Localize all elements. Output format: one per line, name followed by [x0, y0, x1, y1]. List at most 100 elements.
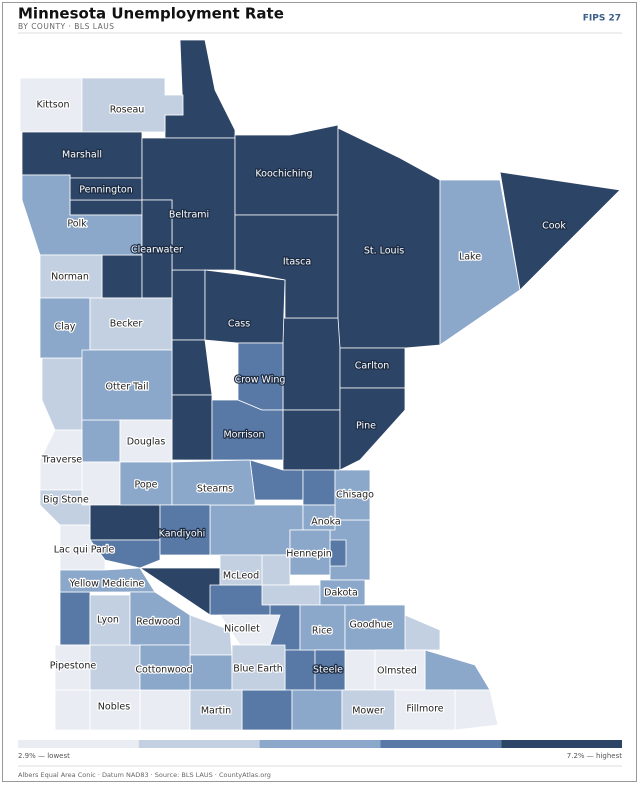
county-label: Stearns: [197, 484, 233, 495]
county-label: Kandiyohi: [159, 529, 206, 540]
county-label: Anoka: [311, 517, 341, 528]
county-shape: [39, 489, 91, 526]
county-shape: [139, 689, 191, 731]
county-shape: [89, 504, 161, 541]
county-label: Pennington: [79, 185, 133, 196]
county-label: Nobles: [98, 702, 130, 713]
county-shape: [69, 199, 143, 216]
county-shape: [394, 689, 456, 731]
county-shape: [59, 567, 156, 593]
county-shape: [171, 394, 213, 461]
county-shape: [337, 127, 441, 349]
legend-max: 7.2% — highest: [567, 752, 622, 760]
county-label: Lac qui Parle: [54, 545, 115, 556]
county-shape: [302, 504, 336, 531]
county-label: Otter Tail: [105, 382, 148, 393]
county-label: Cook: [542, 221, 566, 232]
county-shape: [289, 529, 331, 576]
county-label: Big Stone: [43, 495, 89, 506]
county-shape: [54, 689, 91, 731]
county-shape: [89, 644, 141, 691]
county-shape: [284, 649, 316, 691]
county-label: St. Louis: [364, 246, 404, 257]
county-shape: [59, 591, 91, 646]
county-label: Chisago: [336, 490, 374, 501]
county-label: Beltrami: [169, 210, 209, 221]
county-label: Lyon: [97, 615, 119, 626]
county-label: Roseau: [110, 105, 145, 116]
county-shape: [171, 459, 256, 506]
badge: FIPS 27: [583, 14, 621, 24]
county-label: Redwood: [136, 617, 179, 628]
county-label: Pipestone: [50, 661, 97, 672]
legend-min: 2.9% — lowest: [18, 752, 70, 760]
county-shape: [291, 689, 343, 731]
county-shape: [101, 254, 143, 299]
county-label: Pope: [134, 480, 157, 491]
county-label: Kittson: [36, 100, 69, 111]
county-shape: [171, 339, 213, 396]
county-label: Dakota: [324, 588, 358, 599]
county-labels: Kittson Roseau Marshall Pennington Polk Beltr…: [35, 98, 567, 718]
county-shape: [204, 269, 286, 344]
county-shape: [302, 469, 336, 506]
footer: Albers Equal Area Conic · Datum NAD83 · …: [18, 771, 271, 779]
county-label: Morrison: [223, 430, 264, 441]
county-shape: [129, 591, 191, 646]
county-label: Clay: [55, 322, 76, 333]
county-label: Norman: [51, 272, 89, 283]
county-shape: [241, 689, 293, 731]
legend: [18, 740, 622, 748]
county-label: Rice: [312, 626, 332, 637]
county-label: Itasca: [283, 257, 311, 268]
county-label: Martin: [201, 706, 231, 717]
county-shape: [261, 584, 321, 606]
county-shape: [209, 504, 304, 556]
county-label: Douglas: [127, 437, 166, 448]
county-shape: [89, 689, 141, 731]
county-shape: [81, 419, 121, 463]
county-label: Marshall: [62, 150, 102, 161]
legend-swatch: [18, 740, 139, 748]
county-shape: [261, 554, 291, 586]
county-label: Crow Wing: [235, 375, 286, 386]
county-shape: [334, 469, 371, 521]
county-label: Steele: [313, 665, 343, 676]
county-shape: [499, 171, 621, 291]
legend-swatch: [138, 740, 260, 748]
county-label: Carlton: [355, 361, 390, 372]
county-label: Cass: [228, 319, 250, 330]
subtitle: BY COUNTY · BLS LAUS: [18, 22, 114, 31]
county-label: Polk: [67, 219, 87, 230]
county-shape: [282, 409, 341, 471]
county-label: Fillmore: [406, 704, 443, 715]
county-shape: [171, 269, 206, 341]
county-shape: [282, 317, 341, 411]
county-shape: [189, 689, 243, 731]
county-label: Becker: [110, 319, 143, 330]
county-label: Lake: [459, 252, 481, 263]
county-shape: [329, 539, 347, 567]
county-label: Nicollet: [224, 624, 260, 635]
county-label: McLeod: [223, 571, 259, 582]
county-shape: [219, 554, 263, 586]
county-shape: [339, 387, 406, 471]
county-label: Blue Earth: [233, 664, 283, 675]
county-label: Hennepin: [286, 549, 332, 560]
county-shape: [211, 399, 284, 461]
legend-swatch: [501, 740, 622, 748]
county-label: Koochiching: [255, 169, 312, 180]
county-shape: [454, 689, 499, 731]
county-shape: [159, 504, 211, 556]
county-label: Yellow Medicine: [69, 579, 145, 590]
county-label: Clearwater: [131, 245, 183, 256]
county-label: Cottonwood: [135, 665, 192, 676]
title: Minnesota Unemployment Rate: [18, 5, 284, 23]
county-shape: [344, 649, 376, 691]
county-shape: [189, 654, 233, 691]
county-label: Mower: [352, 706, 384, 717]
county-label: Traverse: [41, 455, 82, 466]
legend-swatch: [380, 740, 502, 748]
county-label: Olmsted: [377, 666, 417, 677]
